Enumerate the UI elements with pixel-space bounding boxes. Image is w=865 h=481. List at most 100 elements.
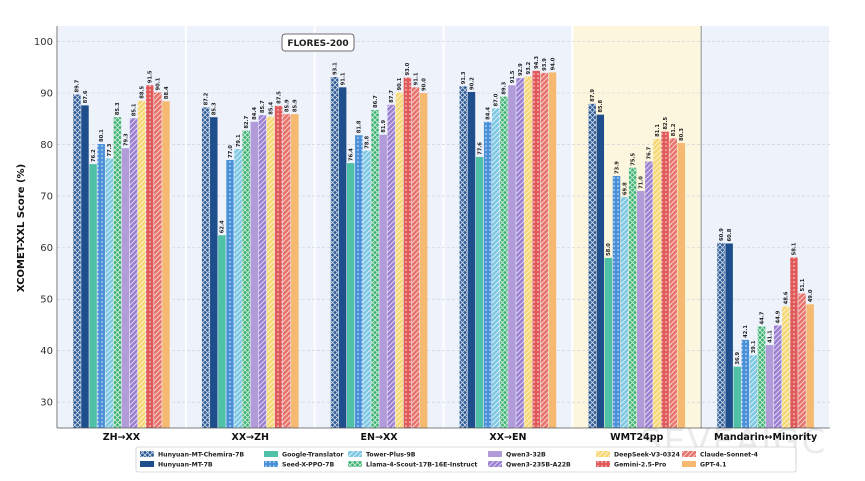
value-label-deepseek-v3-0324-xx-zh: 85.4 [268, 102, 274, 115]
y-tick-70: 70 [40, 192, 53, 203]
bar-deepseek-v3-0324-mandarin-minority [782, 306, 790, 428]
legend-item-qwen3-32b: Qwen3-32B [488, 451, 546, 459]
value-label-gemini-2-5-pro-en-xx: 93.0 [405, 62, 411, 75]
value-label-qwen3-235b-a22b-xx-zh: 85.7 [260, 100, 266, 113]
legend-item-claude-sonnet-4: Claude-Sonnet-4 [682, 451, 759, 459]
legend-item-deepseek-v3-0324: DeepSeek-V3-0324 [596, 451, 681, 459]
value-label-gpt-4-1-en-xx: 90.0 [421, 78, 427, 91]
bar-qwen3-235b-a22b-wmt24pp [645, 161, 653, 429]
bar-hunyuan-mt-chemira-7b-xx-zh [201, 107, 210, 428]
bar-claude-sonnet-4-xx-en [540, 72, 549, 429]
bar-gpt-4-1-xx-zh [291, 114, 299, 428]
legend-label-tower-plus-9b: Tower-Plus-9B [366, 452, 416, 459]
legend-label-qwen3-32b: Qwen3-32B [506, 452, 546, 459]
value-label-qwen3-235b-a22b-wmt24pp: 76.7 [647, 146, 653, 159]
value-label-qwen3-235b-a22b-xx-en: 92.9 [518, 63, 524, 76]
value-label-tower-plus-9b-wmt24pp: 69.8 [622, 182, 628, 195]
bar-hunyuan-mt-7b-xx-en [467, 91, 476, 428]
bar-llama-4-scout-17b-16e-instruct-en-xx [371, 110, 379, 428]
value-label-gemini-2-5-pro-xx-zh: 87.5 [276, 91, 282, 104]
bar-deepseek-v3-0324-en-xx [395, 92, 404, 428]
value-label-llama-4-scout-17b-16e-instruct-en-xx: 86.7 [373, 95, 379, 108]
bar-qwen3-32b-xx-zh [250, 121, 259, 428]
y-tick-90: 90 [40, 89, 53, 100]
value-label-seed-x-ppo-7b-xx-en: 84.4 [485, 107, 491, 120]
value-label-hunyuan-mt-7b-en-xx: 91.1 [340, 72, 346, 85]
bar-qwen3-32b-zh-xx [121, 148, 130, 428]
bar-gemini-2-5-pro-mandarin-minority [790, 257, 798, 428]
bar-qwen3-32b-wmt24pp [637, 190, 645, 428]
value-label-claude-sonnet-4-mandarin-minority: 51.1 [800, 278, 806, 291]
value-label-qwen3-32b-zh-xx: 79.3 [123, 133, 129, 146]
group-backgrounds [58, 26, 829, 428]
value-label-gemini-2-5-pro-mandarin-minority: 58.1 [792, 242, 798, 255]
bar-hunyuan-mt-7b-wmt24pp [596, 114, 605, 429]
value-label-hunyuan-mt-7b-xx-en: 90.2 [469, 77, 475, 90]
legend-item-hunyuan-mt-7b: Hunyuan-MT-7B [140, 461, 213, 469]
legend-label-hunyuan-mt-chemira-7b: Hunyuan-MT-Chemira-7B [158, 452, 244, 459]
gridlines [57, 41, 830, 403]
value-label-gpt-4-1-mandarin-minority: 49.0 [808, 289, 814, 302]
value-label-claude-sonnet-4-en-xx: 91.1 [413, 72, 419, 85]
bar-tower-plus-9b-wmt24pp [620, 197, 629, 428]
value-label-qwen3-32b-en-xx: 81.9 [381, 120, 387, 133]
legend-label-qwen3-235b-a22b: Qwen3-235B-A22B [506, 462, 571, 469]
bar-google-translator-mandarin-minority [733, 366, 741, 428]
value-label-google-translator-xx-zh: 62.4 [220, 220, 226, 233]
x-tick-zh-xx: ZH→XX [103, 432, 141, 443]
value-label-google-translator-en-xx: 76.4 [349, 148, 355, 161]
legend-item-hunyuan-mt-chemira-7b: Hunyuan-MT-Chemira-7B [140, 451, 244, 459]
bar-gemini-2-5-pro-xx-zh [274, 105, 283, 428]
legend-box [135, 446, 797, 473]
bar-llama-4-scout-17b-16e-instruct-xx-en [500, 96, 508, 428]
value-label-claude-sonnet-4-zh-xx: 90.1 [156, 77, 162, 90]
legend-label-llama-4-scout-17b-16e-instruct: Llama-4-Scout-17B-16E-Instruct [366, 462, 477, 469]
x-tick-en-xx: EN→XX [361, 432, 399, 443]
bar-gemini-2-5-pro-wmt24pp [661, 131, 669, 428]
value-label-deepseek-v3-0324-xx-en: 93.2 [526, 61, 532, 74]
bar-seed-x-ppo-7b-mandarin-minority [741, 339, 750, 428]
value-label-llama-4-scout-17b-16e-instruct-zh-xx: 85.3 [115, 102, 121, 115]
value-label-deepseek-v3-0324-wmt24pp: 81.1 [655, 124, 661, 137]
value-label-google-translator-xx-en: 77.6 [477, 142, 483, 155]
bar-tower-plus-9b-mandarin-minority [749, 355, 758, 428]
bar-gpt-4-1-zh-xx [162, 101, 170, 428]
bar-hunyuan-mt-7b-zh-xx [81, 105, 89, 428]
bar-deepseek-v3-0324-wmt24pp [653, 138, 661, 428]
bar-seed-x-ppo-7b-zh-xx [97, 144, 105, 428]
value-label-qwen3-32b-xx-zh: 84.4 [252, 107, 258, 120]
bar-llama-4-scout-17b-16e-instruct-wmt24pp [628, 167, 637, 428]
value-label-gemini-2-5-pro-xx-en: 94.3 [534, 56, 540, 69]
value-label-seed-x-ppo-7b-mandarin-minority: 42.1 [743, 325, 749, 338]
legend-item-qwen3-235b-a22b: Qwen3-235B-A22B [488, 461, 571, 469]
bar-gemini-2-5-pro-xx-en [532, 70, 541, 428]
chart-title: FLORES-200 [287, 39, 348, 49]
y-tick-80: 80 [40, 140, 53, 151]
value-label-claude-sonnet-4-xx-en: 93.9 [542, 58, 548, 71]
x-tick-xx-en: XX→EN [489, 432, 526, 443]
value-label-qwen3-32b-wmt24pp: 71.0 [639, 176, 645, 189]
value-label-seed-x-ppo-7b-xx-zh: 77.0 [228, 145, 234, 158]
value-label-hunyuan-mt-chemira-7b-xx-en: 91.3 [461, 71, 467, 84]
bar-google-translator-xx-zh [218, 235, 226, 428]
value-label-google-translator-mandarin-minority: 36.9 [735, 351, 741, 364]
value-label-hunyuan-mt-chemira-7b-mandarin-minority: 60.9 [719, 228, 725, 241]
value-label-qwen3-32b-xx-en: 91.5 [510, 70, 516, 83]
value-label-gpt-4-1-wmt24pp: 80.3 [679, 128, 685, 141]
bar-gpt-4-1-xx-en [548, 72, 557, 428]
legend: Hunyuan-MT-Chemira-7B Hunyuan-MT-7B Google… [135, 446, 797, 473]
bar-seed-x-ppo-7b-en-xx [355, 135, 363, 428]
bar-tower-plus-9b-xx-en [492, 108, 500, 428]
value-label-google-translator-zh-xx: 76.2 [91, 149, 97, 162]
bar-tower-plus-9b-xx-zh [234, 149, 242, 428]
legend-item-llama-4-scout-17b-16e-instruct: Llama-4-Scout-17B-16E-Instruct [348, 461, 477, 469]
value-label-hunyuan-mt-7b-wmt24pp: 85.8 [598, 99, 604, 112]
bar-hunyuan-mt-7b-mandarin-minority [725, 243, 733, 428]
legend-item-tower-plus-9b: Tower-Plus-9B [348, 451, 416, 459]
legend-item-google-translator: Google-Translator [264, 451, 344, 459]
value-label-qwen3-32b-mandarin-minority: 41.1 [767, 330, 773, 343]
value-label-llama-4-scout-17b-16e-instruct-xx-zh: 82.7 [244, 115, 250, 128]
y-tick-50: 50 [40, 295, 53, 306]
bar-qwen3-235b-a22b-xx-en [516, 78, 524, 429]
value-label-deepseek-v3-0324-en-xx: 90.1 [397, 77, 403, 90]
